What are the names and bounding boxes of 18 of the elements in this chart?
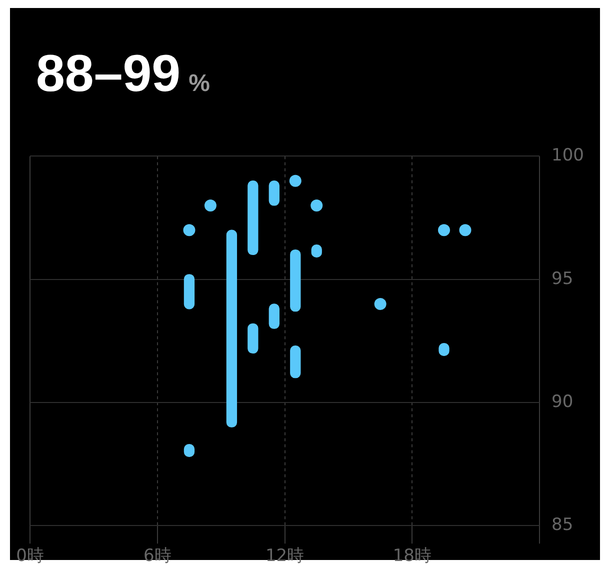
y-tick-label: 95	[552, 268, 574, 289]
y-tick-label: 85	[552, 515, 574, 536]
bar	[184, 274, 195, 310]
point	[374, 298, 386, 310]
point	[459, 224, 472, 236]
y-tick-label: 100	[552, 146, 584, 166]
chart-subtitle: %	[188, 70, 210, 97]
bar	[226, 230, 238, 428]
point	[204, 199, 216, 212]
point	[438, 224, 450, 236]
point	[310, 199, 323, 212]
point	[183, 224, 196, 236]
bar	[290, 249, 301, 312]
point	[289, 174, 302, 187]
chart-title: 88–99	[36, 45, 181, 103]
bar	[248, 180, 258, 256]
bar	[290, 345, 301, 378]
y-tick-label: 90	[552, 392, 574, 412]
